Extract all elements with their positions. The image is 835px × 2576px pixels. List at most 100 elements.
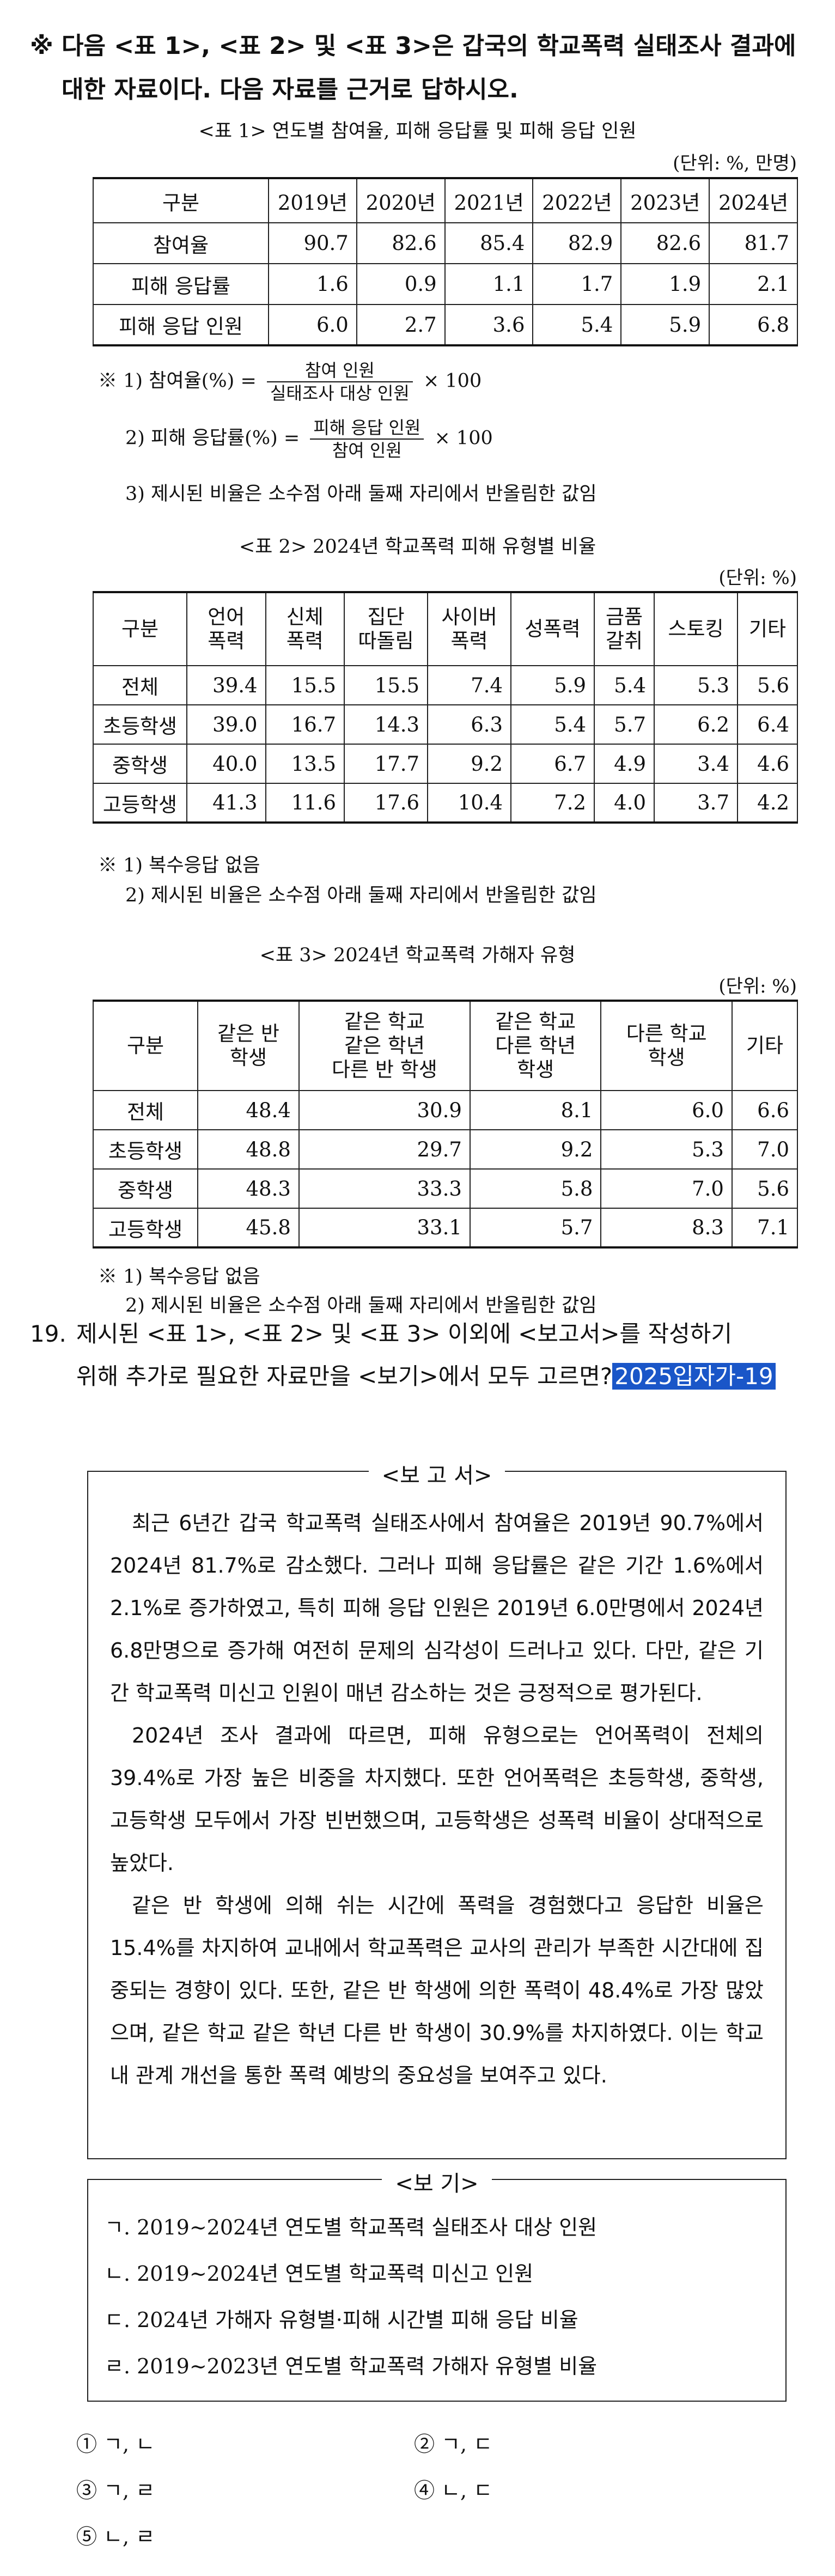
intro-line-1: 다음 <표 1>, <표 2> 및 <표 3>은 갑국의 학교폭력 실태조사 결… [62, 32, 796, 60]
table2-header: 신체 폭력 [265, 592, 345, 666]
bogi-item: ㄷ. 2024년 가해자 유형별·피해 시간별 피해 응답 비율 [105, 2308, 578, 2332]
table-row: 초등학생 48.8 29.7 9.2 5.3 7.0 [93, 1129, 799, 1170]
table-cell: 82.6 [620, 222, 710, 264]
table-cell: 15.5 [265, 665, 345, 705]
table-cell: 6.4 [736, 704, 799, 745]
bogi-item: ㄹ. 2019∼2023년 연도별 학교폭력 가해자 유형별 비율 [105, 2354, 598, 2378]
row-label: 초등학생 [93, 1129, 198, 1170]
table3-header: 구분 [93, 1000, 198, 1091]
fraction: 참여 인원 실태조사 대상 인원 [266, 360, 413, 404]
table2-unit: (단위: %) [718, 567, 797, 589]
choice-5[interactable]: ⑤ ㄴ, ㄹ [76, 2525, 155, 2549]
table-cell: 5.7 [594, 704, 655, 745]
table-cell: 3.7 [654, 783, 738, 823]
bogi-item: ㄴ. 2019∼2024년 연도별 학교폭력 미신고 인원 [105, 2262, 534, 2286]
table-cell: 1.1 [444, 263, 534, 305]
table-row: 전체 48.4 30.9 8.1 6.0 6.6 [93, 1090, 799, 1130]
row-label: 피해 응답 인원 [93, 304, 269, 346]
choice-1[interactable]: ① ㄱ, ㄴ [76, 2432, 155, 2456]
table-row: 중학생 40.0 13.5 17.7 9.2 6.7 4.9 3.4 4.6 [93, 744, 799, 784]
table-cell: 5.3 [600, 1129, 733, 1170]
question-tag[interactable]: 2025입자가-19 [612, 1363, 776, 1390]
table3-header: 같은 학교 같은 학년 다른 반 학생 [298, 1000, 471, 1091]
row-label: 참여율 [93, 222, 269, 264]
table-cell: 5.4 [594, 665, 655, 705]
fraction-numerator: 피해 응답 인원 [310, 417, 424, 440]
table-cell: 85.4 [444, 222, 534, 264]
table-cell: 6.2 [654, 704, 738, 745]
table3-note-1: ※ 1) 복수응답 없음 [98, 1266, 260, 1288]
row-label: 전체 [93, 1090, 198, 1130]
table2-header: 구분 [93, 592, 187, 666]
table-cell: 15.5 [344, 665, 429, 705]
intro-text: ※ 다음 <표 1>, <표 2> 및 <표 3>은 갑국의 학교폭력 실태조사 … [30, 25, 803, 112]
table-cell: 6.8 [709, 304, 798, 346]
table-cell: 5.6 [736, 665, 799, 705]
table3-header: 기타 [731, 1000, 799, 1091]
table-cell: 6.7 [510, 744, 595, 784]
table3-header: 같은 반 학생 [197, 1000, 300, 1091]
table1-note-1: ※ 1) 참여율(%) = 참여 인원 실태조사 대상 인원 × 100 [98, 360, 482, 404]
row-label: 고등학생 [93, 783, 187, 823]
table2-body: 전체 39.4 15.5 15.5 7.4 5.9 5.4 5.3 5.6 초등학생 39.0 16.… [93, 665, 799, 823]
table3-unit: (단위: %) [718, 976, 797, 997]
table-cell: 7.4 [427, 665, 512, 705]
table-cell: 40.0 [186, 744, 266, 784]
table1-header: 2019년 [268, 178, 357, 223]
table-cell: 17.7 [344, 744, 429, 784]
table-cell: 9.2 [427, 744, 512, 784]
choice-3[interactable]: ③ ㄱ, ㄹ [76, 2478, 155, 2502]
table2-header: 성폭력 [510, 592, 595, 666]
note-text: × 100 [423, 370, 482, 392]
table-cell: 3.6 [444, 304, 534, 346]
table-cell: 5.9 [620, 304, 710, 346]
row-label: 초등학생 [93, 704, 187, 745]
table-row: 참여율 90.7 82.6 85.4 82.9 82.6 81.7 [93, 222, 798, 264]
table1: 구분 2019년 2020년 2021년 2022년 2023년 2024년 참… [93, 177, 798, 346]
table2-header: 집단 따돌림 [344, 592, 429, 666]
table-cell: 39.4 [186, 665, 266, 705]
report-paragraph: 같은 반 학생에 의해 쉬는 시간에 폭력을 경험했다고 응답한 비율은 15.… [110, 1893, 764, 2087]
table-row: 피해 응답 인원 6.0 2.7 3.6 5.4 5.9 6.8 [93, 304, 798, 346]
table-cell: 6.0 [268, 304, 357, 346]
table-row: 고등학생 41.3 11.6 17.6 10.4 7.2 4.0 3.7 4.2 [93, 783, 799, 823]
table-cell: 2.1 [709, 263, 798, 305]
table-cell: 81.7 [709, 222, 798, 264]
table-cell: 33.1 [298, 1208, 471, 1248]
table-cell: 5.8 [469, 1168, 602, 1209]
table-cell: 48.8 [197, 1129, 300, 1170]
note-text: ※ 1) 참여율(%) = [98, 370, 257, 392]
table-cell: 14.3 [344, 704, 429, 745]
note-text: 2) 피해 응답률(%) = [125, 427, 300, 449]
table3-header: 같은 학교 다른 학년 학생 [469, 1000, 602, 1091]
table-cell: 10.4 [427, 783, 512, 823]
table-row: 고등학생 45.8 33.1 5.7 8.3 7.1 [93, 1208, 799, 1248]
table-cell: 1.7 [532, 263, 622, 305]
table1-header: 2020년 [356, 178, 446, 223]
table-cell: 9.2 [469, 1129, 602, 1170]
question-number: 19. [30, 1320, 66, 1347]
table-cell: 5.6 [731, 1168, 799, 1209]
table-cell: 5.7 [469, 1208, 602, 1248]
table-cell: 33.3 [298, 1168, 471, 1209]
table-cell: 45.8 [197, 1208, 300, 1248]
choice-4[interactable]: ④ ㄴ, ㄷ [414, 2478, 493, 2502]
table-cell: 41.3 [186, 783, 266, 823]
table-cell: 7.2 [510, 783, 595, 823]
row-label: 피해 응답률 [93, 263, 269, 305]
table-cell: 5.4 [510, 704, 595, 745]
table2-header: 기타 [736, 592, 799, 666]
table-cell: 7.0 [600, 1168, 733, 1209]
note-text: × 100 [434, 427, 493, 449]
report-paragraph: 최근 6년간 갑국 학교폭력 실태조사에서 참여율은 2019년 90.7%에서… [110, 1511, 764, 1705]
table-cell: 4.2 [736, 783, 799, 823]
table-cell: 5.4 [532, 304, 622, 346]
table-cell: 16.7 [265, 704, 345, 745]
table1-caption: <표 1> 연도별 참여율, 피해 응답률 및 피해 응답 인원 [198, 120, 637, 142]
choice-2[interactable]: ② ㄱ, ㄷ [414, 2432, 493, 2456]
table-cell: 0.9 [356, 263, 446, 305]
table3: 구분 같은 반 학생 같은 학교 같은 학년 다른 반 학생 같은 학교 다른 학년 학생… [93, 1000, 799, 1249]
table1-header: 2023년 [620, 178, 710, 223]
reference-mark: ※ [30, 32, 53, 60]
table2-header: 언어 폭력 [186, 592, 266, 666]
